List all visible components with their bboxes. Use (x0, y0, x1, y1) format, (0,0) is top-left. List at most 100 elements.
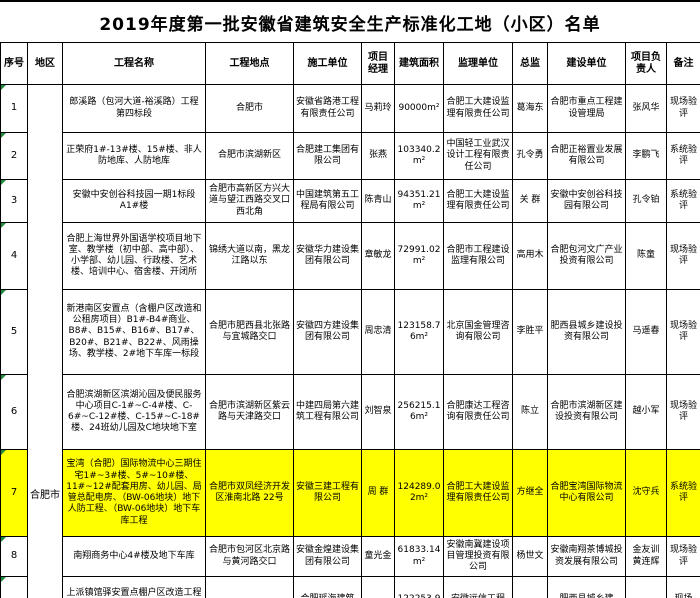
cell-location[interactable]: 合肥市包河区北京路与黄河路交口 (205, 536, 294, 577)
cell-location[interactable]: 合肥市 (205, 84, 294, 133)
cell-project-leader[interactable]: 沈守兵 (625, 449, 667, 537)
cell-project-manager[interactable]: 童光金 (361, 536, 395, 577)
cell-owner-unit[interactable]: 安徽中安创谷科技园有限公司 (547, 179, 626, 223)
col-header-owner-unit[interactable]: 建设单位 (547, 42, 626, 85)
cell-floor-area[interactable]: 90000m² (394, 84, 444, 133)
cell-no[interactable] (0, 576, 28, 598)
cell-project-leader[interactable]: 金友训 黄连辉 (625, 536, 667, 577)
cell-owner-unit[interactable]: 合肥市滨湖新区建设投资有限公司 (547, 374, 626, 450)
cell-location[interactable]: 合肥市高新区方兴大道与望江西路交叉口西北角 (205, 179, 294, 223)
cell-chief-supervisor[interactable]: 孔令勇 (512, 132, 548, 180)
cell-remark[interactable]: 系统验评 (666, 132, 700, 180)
cell-project-leader[interactable] (625, 576, 667, 598)
cell-project-name[interactable]: 南翔商务中心4#楼及地下车库 (62, 536, 206, 577)
cell-builder[interactable]: 安徽华力建设集团有限公司 (293, 222, 362, 290)
cell-project-manager[interactable]: 马莉玲 (361, 84, 395, 133)
cell-owner-unit[interactable]: 肥西县城乡建 (547, 576, 626, 598)
cell-project-manager[interactable]: 张燕 (361, 132, 395, 180)
cell-floor-area[interactable]: 72991.02m² (394, 222, 444, 290)
cell-no[interactable]: 3 (0, 179, 28, 223)
cell-supervision-unit[interactable]: 合肥工大建设监理有限责任公司 (443, 449, 513, 537)
cell-location[interactable]: 合肥市滨湖新区 (205, 132, 294, 180)
cell-project-manager[interactable]: 陈青山 (361, 179, 395, 223)
cell-chief-supervisor[interactable]: 陈立 (512, 374, 548, 450)
cell-supervision-unit[interactable]: 北京国金管理咨询有限公司 (443, 289, 513, 375)
cell-owner-unit[interactable]: 合肥正裕置业发展有限公司 (547, 132, 626, 180)
cell-no[interactable]: 5 (0, 289, 28, 375)
cell-chief-supervisor[interactable] (512, 576, 548, 598)
cell-project-name[interactable]: 合肥滨湖新区滨湖沁园及便民服务中心项目C-1#~C-4#楼、C-6#~C-12#… (62, 374, 206, 450)
cell-location[interactable]: 锦绣大道以南，黑龙江路以东 (205, 222, 294, 290)
cell-owner-unit[interactable]: 合肥包河文广产业投资有限公司 (547, 222, 626, 290)
cell-chief-supervisor[interactable]: 葛海东 (512, 84, 548, 133)
cell-project-leader[interactable]: 张风华 (625, 84, 667, 133)
cell-project-manager[interactable]: 章敏龙 (361, 222, 395, 290)
cell-no[interactable]: 4 (0, 222, 28, 290)
cell-floor-area[interactable]: 94351.21m² (394, 179, 444, 223)
cell-location[interactable] (205, 576, 294, 598)
cell-project-leader[interactable]: 马遥春 (625, 289, 667, 375)
cell-project-leader[interactable]: 孔令铂 (625, 179, 667, 223)
cell-remark[interactable]: 系统验评 (666, 179, 700, 223)
cell-supervision-unit[interactable]: 中国轻工业武汉设计工程有限责任公司 (443, 132, 513, 180)
cell-owner-unit[interactable]: 安徽南翔茶博城投资发展有限公司 (547, 536, 626, 577)
col-header-supervision-unit[interactable]: 监理单位 (443, 42, 513, 85)
cell-floor-area[interactable]: 103340.2m² (394, 132, 444, 180)
cell-builder[interactable]: 合肥瑶海建筑 (293, 576, 362, 598)
cell-owner-unit[interactable]: 合肥宝湾国际物流中心有限公司 (547, 449, 626, 537)
cell-project-manager[interactable]: 周忠清 (361, 289, 395, 375)
cell-location[interactable]: 合肥市肥西县北张路与宜城路交口 (205, 289, 294, 375)
cell-supervision-unit[interactable]: 合肥工大建设监理有限责任公司 (443, 179, 513, 223)
cell-floor-area[interactable]: 122253.9 (394, 576, 444, 598)
cell-chief-supervisor[interactable]: 方继全 (512, 449, 548, 537)
cell-project-name[interactable]: 合肥上海世界外国语学校项目地下室、教学楼（初中部、高中部）、小学部、幼儿园、行政… (62, 222, 206, 290)
cell-project-name[interactable]: 安徽中安创谷科技园一期1标段A1#楼 (62, 179, 206, 223)
cell-owner-unit[interactable]: 合肥市重点工程建设管理局 (547, 84, 626, 133)
cell-floor-area[interactable]: 61833.14m² (394, 536, 444, 577)
cell-floor-area[interactable]: 124289.02m² (394, 449, 444, 537)
cell-floor-area[interactable]: 123158.76m² (394, 289, 444, 375)
col-header-project-manager[interactable]: 项目经理 (361, 42, 395, 85)
cell-remark[interactable]: 现场验评 (666, 374, 700, 450)
cell-remark[interactable]: 现场验评 (666, 84, 700, 133)
cell-no[interactable]: 2 (0, 132, 28, 180)
cell-project-name[interactable]: 宝湾（合肥）国际物流中心三期住宅1#~3#楼、5#~10#楼、11#~12#配套… (62, 449, 206, 537)
cell-project-name[interactable]: 郎溪路（包河大道-裕溪路）工程第四标段 (62, 84, 206, 133)
cell-location[interactable]: 合肥市双凤经济开发区淮南北路 22号 (205, 449, 294, 537)
cell-chief-supervisor[interactable]: 高用木 (512, 222, 548, 290)
cell-project-manager[interactable] (361, 576, 395, 598)
cell-project-leader[interactable]: 李鹏飞 (625, 132, 667, 180)
cell-location[interactable]: 合肥市滨湖新区紫云路与天津路交口 (205, 374, 294, 450)
cell-owner-unit[interactable]: 肥西县城乡建设投资有限公司 (547, 289, 626, 375)
cell-region[interactable]: 合肥市 (27, 84, 63, 598)
cell-project-leader[interactable]: 越小军 (625, 374, 667, 450)
cell-no[interactable]: 1 (0, 84, 28, 133)
cell-project-name[interactable]: 正荣府1#-13#楼、15#楼、非人防地库、人防地库 (62, 132, 206, 180)
cell-project-manager[interactable]: 周 群 (361, 449, 395, 537)
cell-builder[interactable]: 中国建筑第五工程局有限公司 (293, 179, 362, 223)
cell-no[interactable]: 8 (0, 536, 28, 577)
col-header-floor-area[interactable]: 建筑面积 (394, 42, 444, 85)
cell-no[interactable]: 6 (0, 374, 28, 450)
cell-remark[interactable]: 现场 (666, 576, 700, 598)
col-header-no[interactable]: 序号 (0, 42, 28, 85)
cell-supervision-unit[interactable]: 合肥康达工程咨询有限责任公司 (443, 374, 513, 450)
col-header-region[interactable]: 地区 (27, 42, 63, 85)
col-header-chief-supervisor[interactable]: 总监 (512, 42, 548, 85)
cell-builder[interactable]: 合肥建工集团有限公司 (293, 132, 362, 180)
cell-chief-supervisor[interactable]: 关 群 (512, 179, 548, 223)
cell-chief-supervisor[interactable]: 李胜平 (512, 289, 548, 375)
cell-supervision-unit[interactable]: 安徽远信工程 (443, 576, 513, 598)
cell-project-leader[interactable]: 陈童 (625, 222, 667, 290)
cell-no[interactable]: 7 (0, 449, 28, 537)
col-header-project-leader[interactable]: 项目负责人 (625, 42, 667, 85)
cell-supervision-unit[interactable]: 安徽南冀建设项目管理投资有限公司 (443, 536, 513, 577)
cell-builder[interactable]: 安徽省路港工程有限责任公司 (293, 84, 362, 133)
cell-remark[interactable]: 现场验评 (666, 222, 700, 290)
cell-supervision-unit[interactable]: 合肥市工程建设监理有限公司 (443, 222, 513, 290)
cell-builder[interactable]: 安徽金煌建设集团有限公司 (293, 536, 362, 577)
cell-chief-supervisor[interactable]: 杨世文 (512, 536, 548, 577)
cell-builder[interactable]: 安徽三建工程有限公司 (293, 449, 362, 537)
cell-remark[interactable]: 系统验评 (666, 449, 700, 537)
col-header-project-name[interactable]: 工程名称 (62, 42, 206, 85)
